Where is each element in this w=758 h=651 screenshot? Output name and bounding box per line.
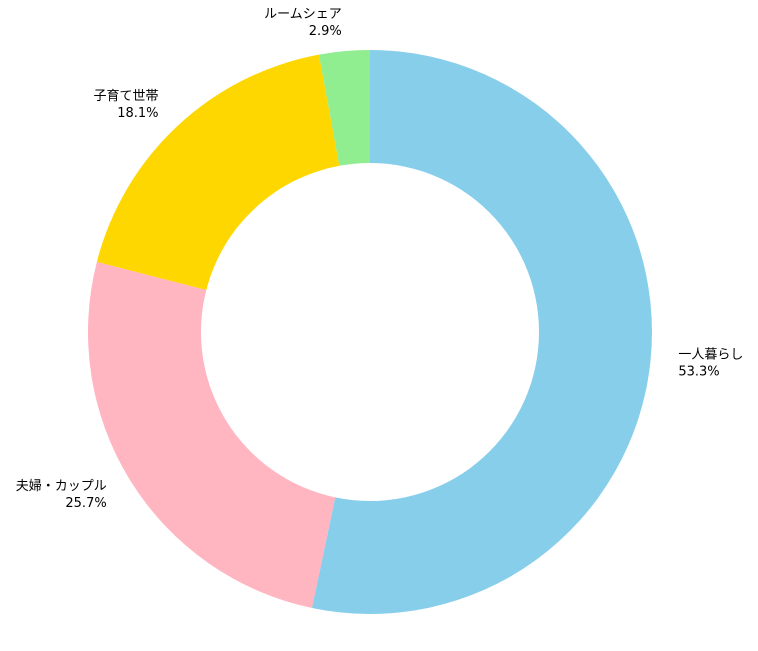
segment-label: 子育て世帯 bbox=[93, 88, 158, 104]
segment-value-label: 18.1% bbox=[117, 106, 158, 121]
segment-value-label: 25.7% bbox=[65, 496, 106, 511]
segment-value-label: 2.9% bbox=[309, 24, 342, 39]
donut-segment bbox=[311, 50, 653, 615]
donut-segment bbox=[87, 261, 336, 608]
segment-label: ルームシェア bbox=[264, 7, 342, 22]
segment-value-label: 53.3% bbox=[678, 365, 719, 380]
segment-label: 一人暮らし bbox=[678, 348, 743, 363]
donut-segment bbox=[318, 50, 370, 166]
segment-label: 夫婦・カップル bbox=[16, 478, 107, 494]
donut-segment bbox=[96, 54, 340, 290]
